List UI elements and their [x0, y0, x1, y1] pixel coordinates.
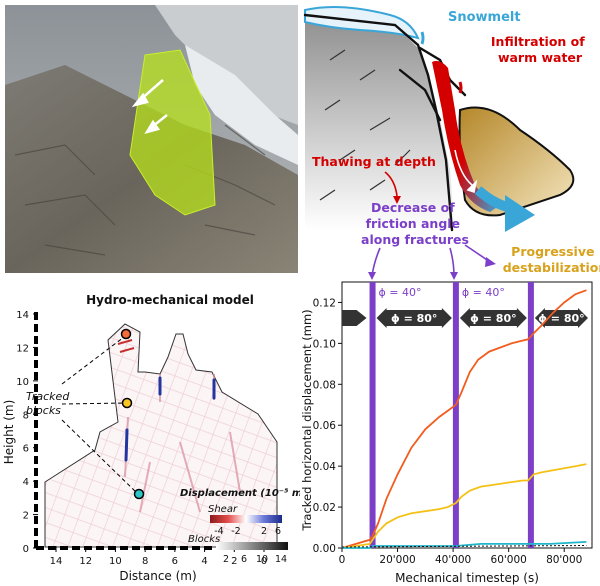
- phase-arrow-label: ϕ = 80°: [391, 312, 437, 325]
- concept-diagram: Snowmelt Infiltration of warm water Thaw…: [303, 5, 600, 280]
- model-x-tick-label: 10: [109, 556, 122, 567]
- model-x-tick-label: 0: [261, 556, 267, 567]
- model-x-tick-label: 2: [231, 556, 237, 567]
- phase-arrow-lead: [342, 310, 367, 326]
- tracked-line-2: blocks: [26, 404, 61, 417]
- model-y-tick-label: 4: [23, 477, 29, 488]
- shear-tick-label: 2: [261, 526, 267, 537]
- shear-tick-label: -4: [214, 526, 223, 537]
- model-x-tick-label: 4: [201, 556, 207, 567]
- model-y-tick-label: 8: [23, 410, 29, 421]
- x-tick-label: 60'000: [491, 554, 527, 566]
- phase-boundary-line: [369, 282, 376, 548]
- y-tick-label: 0.00: [313, 543, 336, 555]
- blocks-tick-label: 2: [223, 554, 229, 565]
- model-x-tick-label: 8: [142, 556, 148, 567]
- y-tick-label: 0.04: [313, 461, 337, 473]
- destabilization-arrow: [505, 195, 535, 232]
- phase-arrow-label: ϕ = 80°: [538, 312, 584, 325]
- infiltration-label: Infiltration of warm water: [491, 34, 589, 65]
- destabilization-label: Progressive destabilization: [503, 244, 600, 275]
- phase-boundary-line: [452, 282, 459, 548]
- y-tick-label: 0.06: [313, 420, 337, 432]
- tracked-block-bottom: [133, 488, 145, 500]
- friction-label: Decrease of friction angle along fractur…: [361, 200, 469, 247]
- phase-arrow: [376, 308, 452, 328]
- shear-colorbar: [210, 515, 282, 523]
- blocks-ticks: 2 6 10 14: [223, 554, 287, 565]
- x-tick-label: 20'000: [379, 554, 415, 566]
- blocks-label: Blocks: [188, 534, 220, 545]
- model-y-tick-label: 14: [16, 310, 29, 321]
- chart-y-ticks: 0.00 0.02 0.04 0.06 0.08 0.10 0.12: [313, 297, 342, 555]
- model-domain: [44, 323, 278, 548]
- shear-ticks: -4 -2 2 6: [214, 526, 281, 537]
- tracked-block-top: [120, 328, 132, 340]
- model-x-tick-label: 12: [79, 556, 92, 567]
- displacement-chart: ϕ = 80° ϕ = 80° ϕ = 80° ϕ = 40° ϕ = 40° 0 20…: [300, 281, 593, 585]
- phase-arrow: [459, 308, 527, 328]
- model-ylabel: Height (m): [2, 400, 16, 465]
- chart-series: [341, 289, 587, 549]
- phase-boundaries: [369, 282, 534, 548]
- friction-line-2: friction angle: [366, 216, 460, 231]
- blocks-tick-label: 10: [256, 554, 268, 565]
- x-tick-label: 80'000: [546, 554, 582, 566]
- phase-label: ϕ = 40°: [379, 286, 422, 299]
- phase-arrows: ϕ = 80° ϕ = 80° ϕ = 80°: [342, 308, 588, 328]
- blocks-tick-label: 6: [241, 554, 247, 565]
- y-tick-label: 0.12: [313, 297, 336, 309]
- series-line: [341, 463, 587, 549]
- x-tick-label: 0: [339, 554, 346, 566]
- debris-mass: [458, 106, 575, 217]
- plot-frame: [341, 281, 593, 549]
- chart-ylabel: Tracked horizontal displacement (mm): [300, 309, 314, 531]
- y-tick-label: 0.10: [313, 338, 336, 350]
- friction-line-3: along fractures: [361, 232, 469, 247]
- phase-arrow-label: ϕ = 80°: [470, 312, 516, 325]
- infiltration-line-1: Infiltration of: [491, 34, 585, 49]
- tracked-blocks-label: Tracked blocks: [26, 390, 73, 417]
- shear-tick-label: 6: [275, 526, 281, 537]
- y-tick-label: 0.02: [313, 502, 336, 514]
- phase-labels: ϕ = 40° ϕ = 40°: [379, 286, 505, 299]
- destabilization-line-2: destabilization: [503, 260, 600, 275]
- tracked-block-middle: [121, 397, 133, 409]
- rock-photo: [5, 5, 298, 273]
- model-y-tick-label: 2: [23, 511, 29, 522]
- x-tick-label: 40'000: [435, 554, 471, 566]
- model-title: Hydro-mechanical model: [86, 293, 254, 307]
- model-x-tick-label: 14: [50, 556, 63, 567]
- infiltration-line-2: warm water: [498, 50, 583, 65]
- model-x-tick-label: 6: [172, 556, 178, 567]
- model-y-tick-label: 6: [23, 444, 29, 455]
- thawing-label: Thawing at depth: [312, 154, 436, 169]
- phase-boundary-line: [527, 282, 534, 548]
- phase-arrow: [534, 308, 588, 328]
- blocks-tick-label: 14: [275, 554, 287, 565]
- y-tick-label: 0.08: [313, 379, 336, 391]
- warm-water-channel: [432, 60, 500, 212]
- model-xlabel: Distance (m): [119, 569, 196, 583]
- hydro-mechanical-model: Hydro-mechanical model 0 2 4 6 8 10 12 14 14 12 1…: [2, 293, 300, 583]
- destabilization-line-1: Progressive: [511, 244, 594, 259]
- blocks-colorbar: [216, 542, 288, 550]
- chart-xlabel: Mechanical timestep (s): [395, 571, 539, 585]
- phase-label: ϕ = 40°: [462, 286, 505, 299]
- model-y-tick-label: 10: [16, 377, 29, 388]
- shear-tick-label: -2: [231, 526, 240, 537]
- shear-label: Shear: [208, 504, 238, 515]
- friction-line-1: Decrease of: [371, 200, 455, 215]
- tracked-line-1: Tracked: [26, 390, 70, 403]
- model-y-ticks: 0 2 4 6 8 10 12 14: [16, 310, 38, 555]
- snowmelt-label: Snowmelt: [448, 10, 521, 25]
- series-line: [341, 545, 587, 548]
- model-y-tick-label: 0: [23, 544, 29, 555]
- series-line: [341, 289, 587, 549]
- chart-x-ticks: 0 20'000 40'000 60'000 80'000: [339, 548, 582, 566]
- legend-title: Displacement (10⁻⁵ mm): [180, 488, 300, 499]
- model-y-tick-label: 12: [16, 343, 29, 354]
